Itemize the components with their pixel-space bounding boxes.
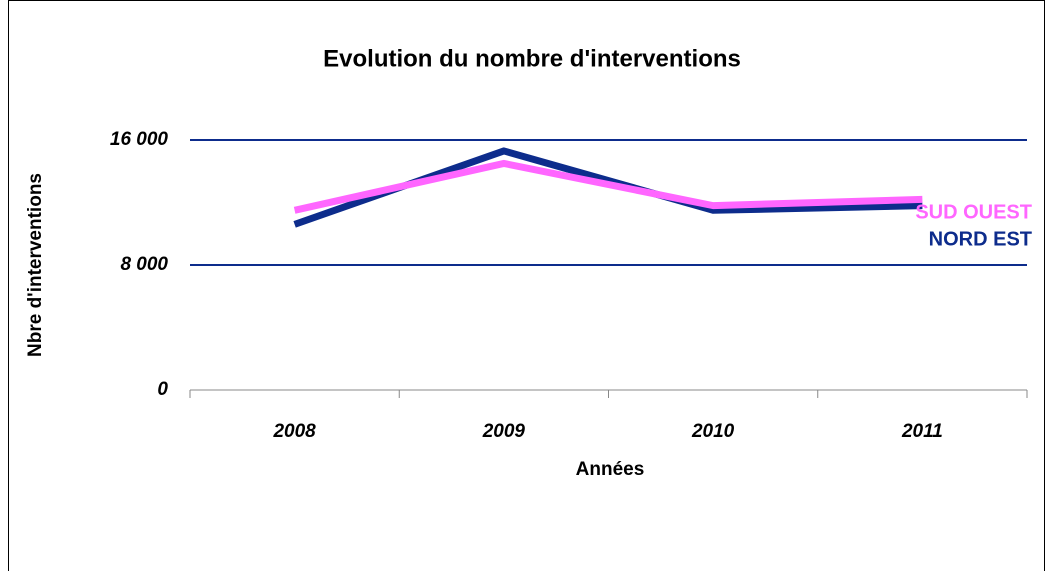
y-axis-label: Nbre d'interventions bbox=[25, 173, 46, 357]
y-tick-label: 0 bbox=[157, 379, 168, 400]
chart-title: Evolution du nombre d'interventions bbox=[323, 45, 741, 72]
y-tick-label: 16 000 bbox=[110, 129, 169, 150]
x-tick-label: 2010 bbox=[691, 421, 735, 442]
legend-label: NORD EST bbox=[929, 228, 1032, 250]
y-tick-label: 8 000 bbox=[120, 254, 168, 275]
series-line bbox=[293, 159, 923, 214]
x-axis-label: Années bbox=[576, 459, 645, 480]
x-tick-label: 2009 bbox=[482, 421, 526, 442]
x-tick-label: 2008 bbox=[272, 421, 316, 442]
chart-frame bbox=[8, 0, 1045, 571]
x-tick-label: 2011 bbox=[901, 421, 943, 442]
legend-label: SUD OUEST bbox=[915, 201, 1032, 223]
